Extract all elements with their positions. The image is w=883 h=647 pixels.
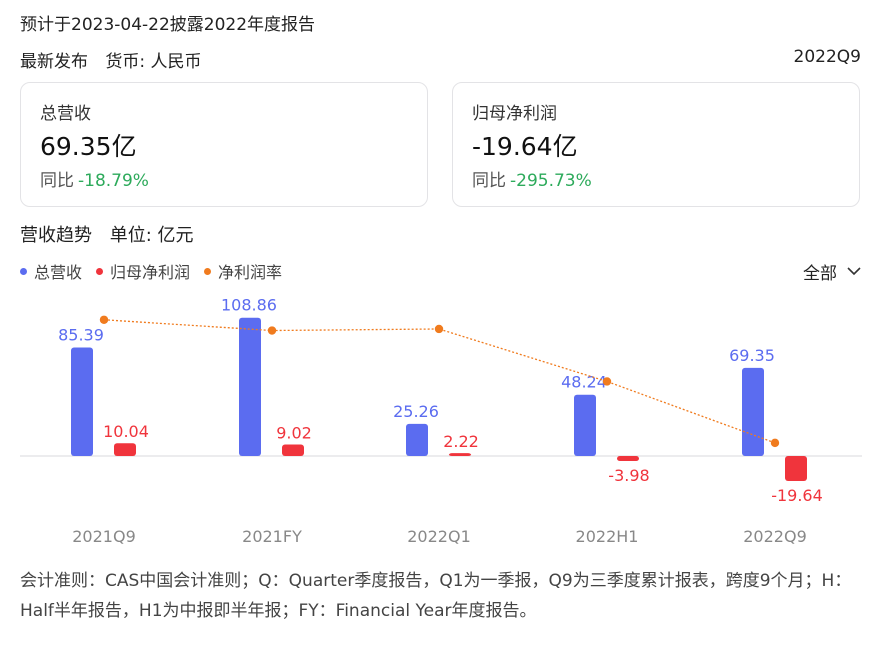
net-profit-label-2022h1: -3.98 [608,466,649,485]
net-profit-yoy-value: -295.73% [510,171,592,191]
report-period: 2022Q9 [793,47,861,67]
revenue-card-label: 总营收 [40,104,91,124]
revenue-label-2021fy: 108.86 [221,296,277,315]
period-filter-label: 全部 [803,264,837,284]
revenue-card-value: 69.35亿 [40,132,137,161]
x-tick-2021fy: 2021FY [242,527,302,546]
accounting-footnote: 会计准则：CAS中国会计准则；Q：Quarter季度报告，Q1为一季报，Q9为三… [20,571,852,621]
trend-unit: 单位: 亿元 [109,225,194,246]
disclosure-notice: 预计于2023-04-22披露2022年度报告 [20,15,316,35]
revenue-label-2022h1: 48.24 [561,373,607,392]
margin-point-2022h1[interactable] [602,377,612,386]
legend-dot-net-profit [96,267,104,275]
revenue-bar-2022h1[interactable] [574,394,596,456]
net-profit-yoy: 同比 -295.73% [472,166,592,191]
net-profit-bar-2021q9[interactable] [114,443,136,456]
legend-label-net-profit: 归母净利润 [110,263,191,282]
legend-label-margin: 净利润率 [218,263,283,282]
net-profit-yoy-label: 同比 [472,171,506,191]
x-tick-2022q1: 2022Q1 [407,527,471,546]
chevron-down-icon [847,267,861,276]
net-profit-bar-2022h1[interactable] [617,456,639,462]
revenue-yoy-value: -18.79% [78,171,149,191]
x-tick-2021q9: 2021Q9 [72,527,136,546]
currency-label: 货币: 人民币 [105,52,202,72]
net-profit-bar-2022q9[interactable] [785,456,807,481]
margin-point-2021fy[interactable] [267,326,277,335]
legend-dot-revenue [20,267,27,275]
period-filter-dropdown[interactable]: 全部 [803,259,861,284]
trend-title: 营收趋势 [20,225,92,246]
margin-point-2022q9[interactable] [770,438,780,448]
revenue-bar-2021fy[interactable] [239,317,261,456]
revenue-label-2021q9: 85.39 [58,326,104,345]
revenue-label-2022q9: 69.35 [729,346,775,365]
net-profit-card-value: -19.64亿 [472,132,578,161]
margin-point-2022q1[interactable] [434,324,444,334]
revenue-yoy-label: 同比 [40,171,74,191]
legend-item-revenue[interactable]: 总营收 [20,259,82,283]
net-profit-bar-2022q1[interactable] [449,453,471,456]
net-profit-label-2022q9: -19.64 [771,486,823,505]
legend-item-margin[interactable]: 净利润率 [204,259,282,283]
revenue-yoy: 同比 -18.79% [40,166,149,191]
x-tick-2022q9: 2022Q9 [743,527,807,546]
net-profit-card-label: 归母净利润 [472,104,557,124]
legend-dot-margin [204,267,212,275]
report-meta: 最新发布 货币: 人民币 [20,47,202,72]
net-profit-card: 归母净利润 -19.64亿 同比 -295.73% [452,82,860,207]
latest-release-label: 最新发布 [20,52,88,72]
revenue-card: 总营收 69.35亿 同比 -18.79% [20,82,428,207]
revenue-trend-chart: 85.39 10.04 2021Q9 108.86 9.02 2021FY 25.262.2… [20,296,862,546]
chart-legend: 总营收 归母净利润 净利润率 [20,259,296,283]
margin-point-2021q9[interactable] [99,315,109,324]
net-profit-label-2021fy: 9.02 [276,424,312,443]
revenue-bar-2022q9[interactable] [742,367,764,456]
net-profit-label-2022q1: 2.22 [443,432,479,451]
legend-item-net-profit[interactable]: 归母净利润 [96,259,190,283]
net-profit-label-2021q9: 10.04 [103,422,149,441]
margin-line [103,319,776,444]
x-tick-2022h1: 2022H1 [576,527,639,546]
revenue-label-2022q1: 25.26 [393,402,439,421]
legend-label-revenue: 总营收 [34,263,83,282]
trend-header: 营收趋势 单位: 亿元 [20,221,194,247]
report-meta-row: 最新发布 货币: 人民币 2022Q9 [20,47,861,72]
net-profit-bar-2021fy[interactable] [282,444,304,456]
revenue-bar-2021q9[interactable] [71,347,93,456]
revenue-bar-2022q1[interactable] [406,423,428,456]
